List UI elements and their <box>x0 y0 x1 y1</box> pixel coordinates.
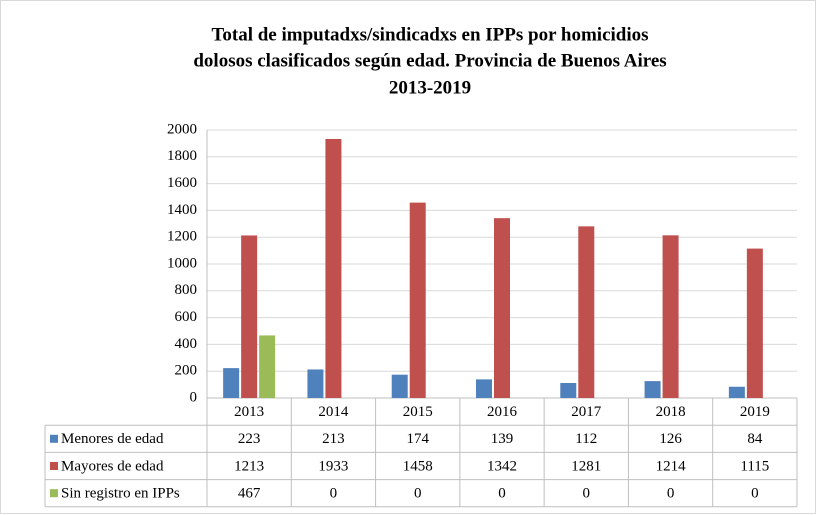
table-value: 1281 <box>571 458 601 474</box>
y-tick-label: 0 <box>190 389 198 405</box>
x-tick-label: 2016 <box>487 404 518 420</box>
table-value: 0 <box>751 486 759 502</box>
x-tick-label: 2018 <box>656 404 686 420</box>
bar <box>409 202 426 398</box>
legend-swatch <box>50 462 58 470</box>
y-tick-label: 1600 <box>167 175 197 191</box>
bar <box>325 138 342 398</box>
bar <box>241 235 258 398</box>
table-value: 84 <box>747 431 763 447</box>
bar <box>307 369 324 398</box>
table-value: 0 <box>667 486 675 502</box>
table-value: 1933 <box>318 458 348 474</box>
x-tick-label: 2014 <box>318 404 349 420</box>
bar <box>223 368 240 398</box>
legend-label: Sin registro en IPPs <box>61 486 180 502</box>
table-value: 1342 <box>487 458 517 474</box>
bar <box>391 374 408 398</box>
bar <box>662 235 679 398</box>
bar <box>560 382 577 398</box>
y-tick-label: 1000 <box>167 255 197 271</box>
x-tick-label: 2013 <box>234 404 264 420</box>
bar <box>476 379 492 398</box>
table-value: 0 <box>583 486 591 502</box>
table-value: 139 <box>491 431 514 447</box>
legend-label: Mayores de edad <box>61 458 164 474</box>
chart-title: Total de imputadxs/sindicadxs en IPPs po… <box>211 24 648 45</box>
table-value: 174 <box>406 431 429 447</box>
table-value: 1213 <box>234 458 264 474</box>
y-tick-label: 400 <box>175 336 198 352</box>
table-value: 467 <box>238 486 261 502</box>
bar <box>728 386 745 398</box>
table-value: 112 <box>575 431 597 447</box>
table-value: 0 <box>498 486 506 502</box>
y-tick-label: 800 <box>175 282 198 298</box>
table-value: 1214 <box>656 458 687 474</box>
table-value: 213 <box>322 431 345 447</box>
table-value: 223 <box>238 431 261 447</box>
table-value: 0 <box>414 486 422 502</box>
legend-swatch <box>50 434 58 443</box>
table-value: 1115 <box>740 458 769 474</box>
bar <box>494 218 510 398</box>
table-value: 126 <box>659 431 682 447</box>
legend-label: Menores de edad <box>61 431 164 447</box>
table-value: 0 <box>330 486 338 502</box>
x-tick-label: 2015 <box>403 404 433 420</box>
y-tick-label: 1800 <box>167 148 197 164</box>
y-tick-label: 600 <box>175 309 198 325</box>
y-tick-label: 1200 <box>167 229 197 245</box>
table-value: 1458 <box>403 458 433 474</box>
bar <box>259 335 276 398</box>
x-tick-label: 2019 <box>740 404 770 420</box>
y-tick-label: 200 <box>175 363 198 379</box>
y-tick-label: 1400 <box>167 202 197 218</box>
x-tick-label: 2017 <box>571 404 602 420</box>
bar <box>746 248 763 398</box>
bar <box>644 381 661 398</box>
y-tick-label: 2000 <box>167 121 197 137</box>
legend-swatch <box>50 489 58 498</box>
chart-title: 2013-2019 <box>389 77 471 98</box>
bar <box>578 226 595 398</box>
chart-title: dolosos clasificados según edad. Provinc… <box>193 50 666 71</box>
